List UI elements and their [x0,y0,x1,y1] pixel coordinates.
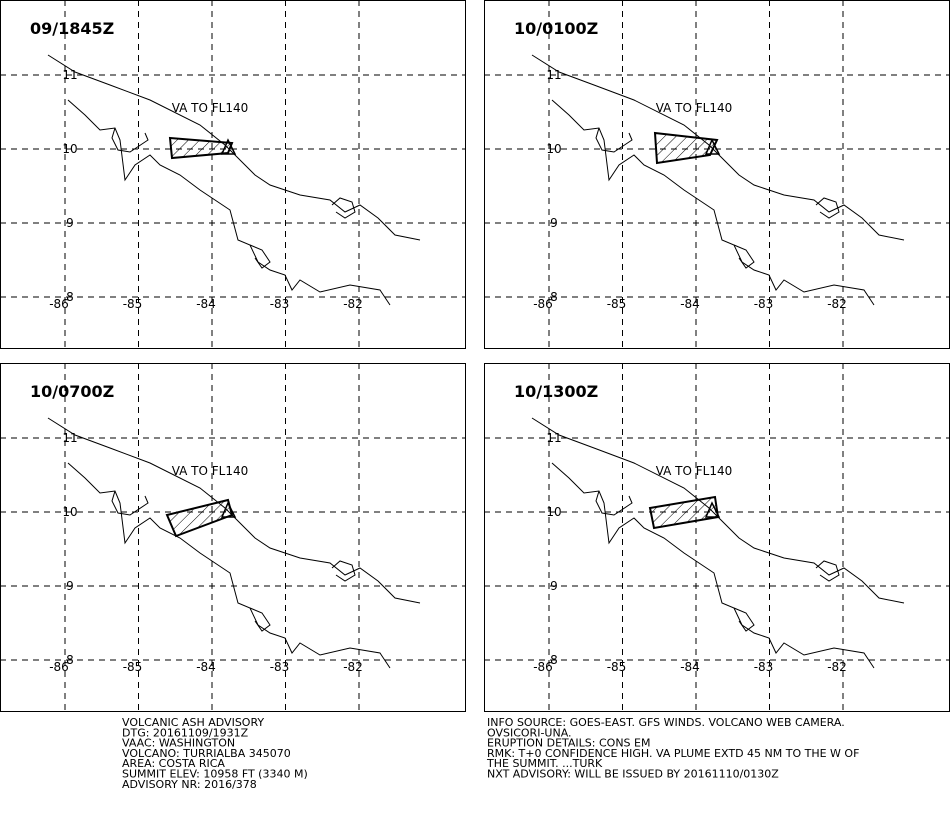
longitude-label: -83 [754,660,774,674]
ash-height-label: VA TO FL140 [172,464,249,478]
longitude-label: -85 [123,660,143,674]
forecast-time: 10/0700Z [30,382,114,401]
latitude-label: 8 [550,653,558,667]
advisory-line: VOLCANIC ASH ADVISORY [122,716,264,729]
volcano [220,501,237,518]
latitude-label: 9 [66,579,74,593]
ash-area [165,498,234,538]
latitude-label: 11 [546,431,561,445]
forecast-time: 10/0100Z [514,19,598,38]
latitude-label: 11 [62,68,77,82]
latitude-label: 11 [546,68,561,82]
latitude-label: 11 [62,431,77,445]
map-panel: -86 -85 -84 -83 -82 11 10 9 8 09/1845Z VA TO FL140 [0,0,466,349]
longitude-label: -83 [754,297,774,311]
advisory-line: VAAC: WASHINGTON [122,737,235,750]
latitude-label: 8 [66,653,74,667]
advisory-line: AREA: COSTA RICA [122,757,225,770]
advisory-line: THE SUMMIT. ...TURK [486,757,603,770]
advisory-line: NXT ADVISORY: WILL BE ISSUED BY 20161110… [487,768,779,781]
advisory-line: INFO SOURCE: GOES-EAST. GFS WINDS. VOLCA… [487,716,845,729]
latitude-label: 10 [546,505,561,519]
longitude-label: -85 [123,297,143,311]
longitude-label: -86 [533,660,553,674]
advisory-line: SUMMIT ELEV: 10958 FT (3340 M) [122,768,308,781]
ash-area [653,131,719,165]
longitude-label: -84 [196,660,216,674]
longitude-label: -83 [270,660,290,674]
longitude-label: -86 [533,297,553,311]
ash-height-label: VA TO FL140 [172,101,249,115]
longitude-label: -86 [49,297,69,311]
volcano [220,138,237,155]
latitude-label: 8 [66,290,74,304]
advisory-line: RMK: T+0 CONFIDENCE HIGH. VA PLUME EXTD … [487,747,859,760]
panel-frame [484,363,950,712]
map-panel: -86 -85 -84 -83 -82 11 10 9 8 10/0100Z VA TO FL140 [484,0,950,349]
latitude-label: 9 [550,216,558,230]
latitude-label: 10 [546,142,561,156]
advisory-line: OVSICORI-UNA. [487,726,572,739]
longitude-label: -82 [827,297,847,311]
longitude-label: -82 [343,660,363,674]
longitude-label: -84 [680,297,700,311]
panel-frame [484,0,950,349]
ash-height-label: VA TO FL140 [656,464,733,478]
longitude-label: -84 [680,660,700,674]
latitude-label: 9 [550,579,558,593]
latitude-label: 9 [66,216,74,230]
map-panel: -86 -85 -84 -83 -82 11 10 9 8 10/0700Z VA TO FL140 [0,363,466,712]
latitude-label: 8 [550,290,558,304]
longitude-label: -85 [607,660,627,674]
ash-area [168,136,234,160]
longitude-label: -82 [343,297,363,311]
ash-height-label: VA TO FL140 [656,101,733,115]
longitude-label: -86 [49,660,69,674]
advisory-line: ADVISORY NR: 2016/378 [122,778,257,791]
longitude-label: -82 [827,660,847,674]
volcano [704,138,721,155]
advisory-line: VOLCANO: TURRIALBA 345070 [122,747,291,760]
longitude-label: -83 [270,297,290,311]
forecast-time: 09/1845Z [30,19,114,38]
longitude-label: -84 [196,297,216,311]
forecast-time: 10/1300Z [514,382,598,401]
map-panel: -86 -85 -84 -83 -82 11 10 9 8 10/1300Z VA TO FL140 [484,363,950,712]
advisory-line: ERUPTION DETAILS: CONS EM [487,737,650,750]
panel-frame [0,0,466,349]
longitude-label: -85 [607,297,627,311]
latitude-label: 10 [62,142,77,156]
advisory-line: DTG: 20161109/1931Z [122,726,249,739]
latitude-label: 10 [62,505,77,519]
volcano [704,501,721,518]
panel-frame [0,363,466,712]
